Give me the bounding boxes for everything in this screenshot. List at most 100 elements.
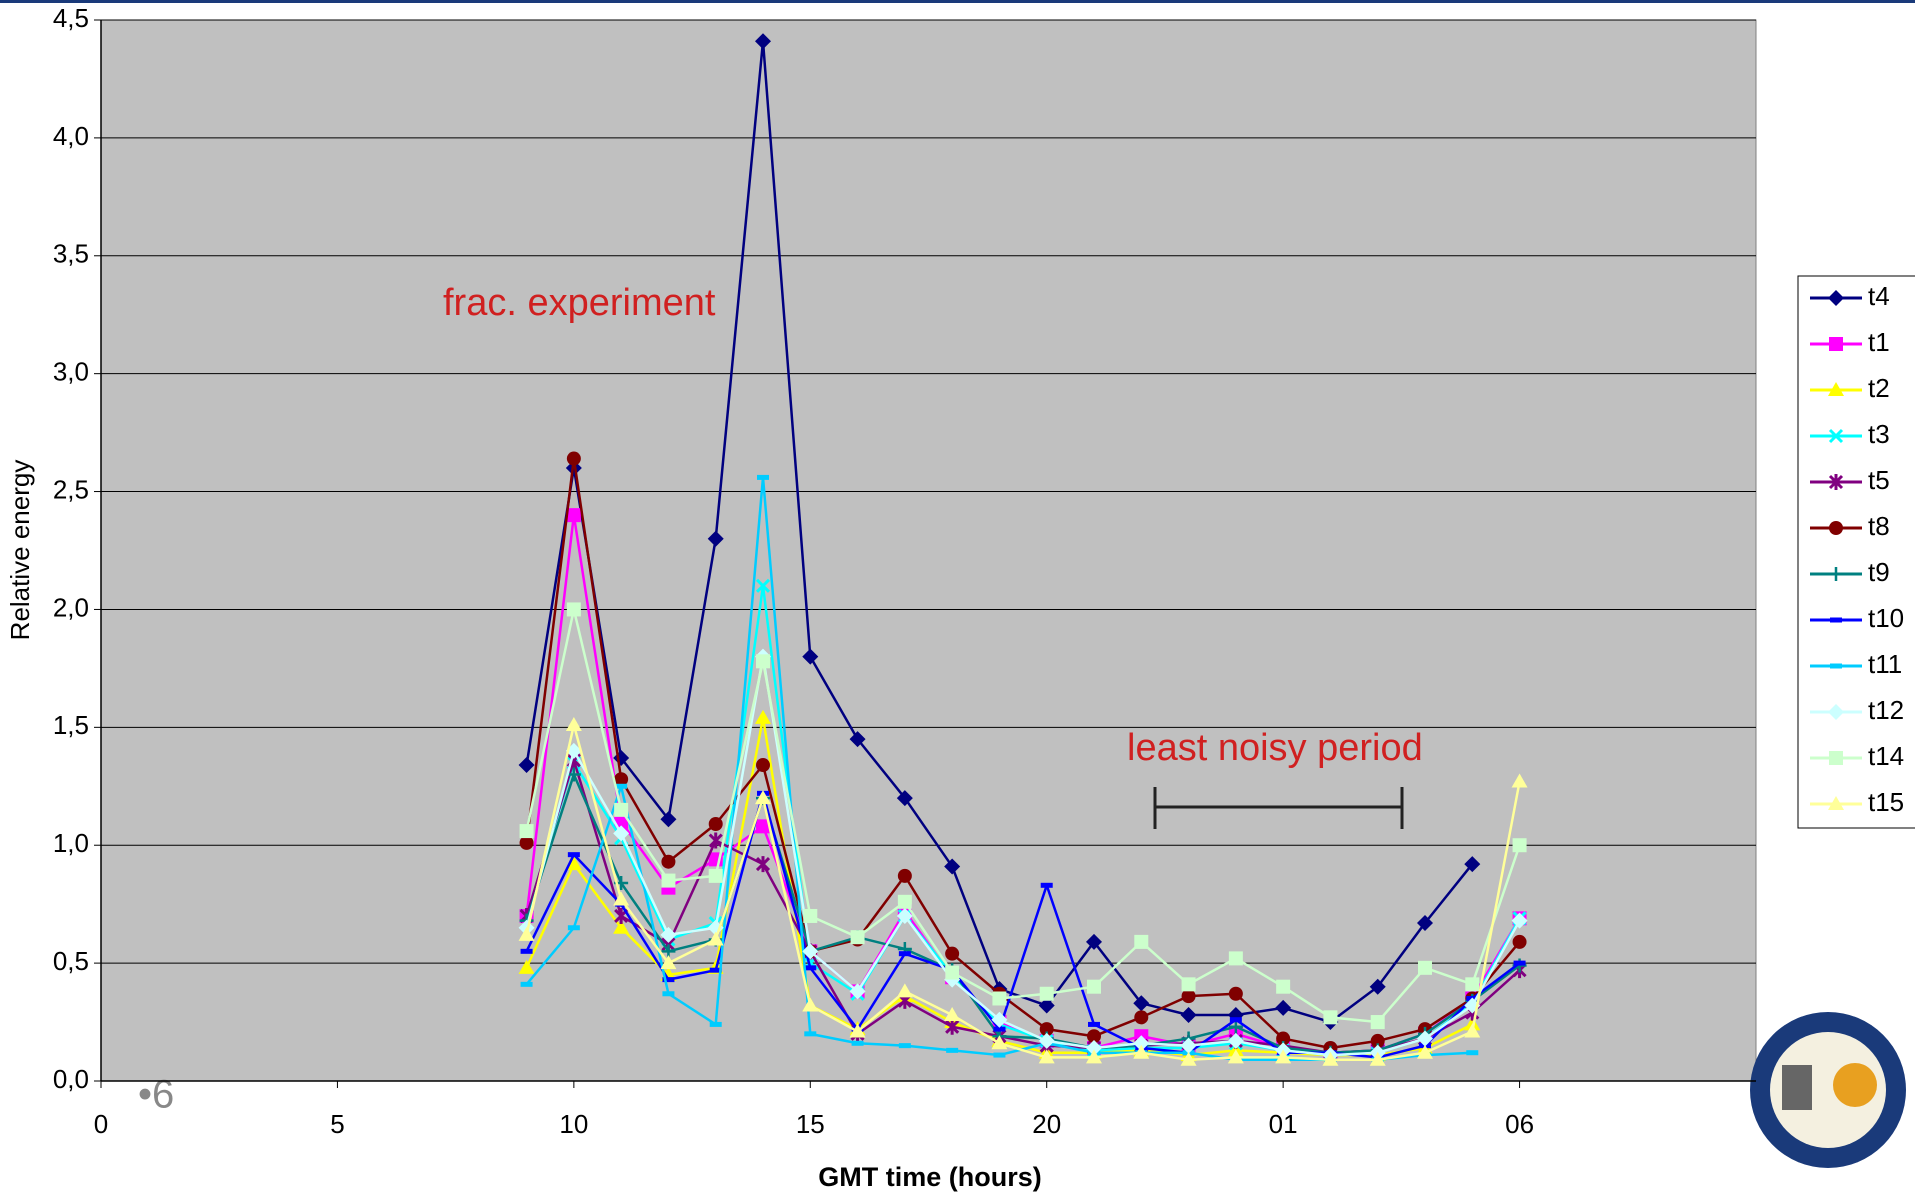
annotation: least noisy period	[1127, 727, 1423, 769]
marker	[896, 907, 913, 924]
legend-label: t9	[1868, 557, 1890, 587]
x-tick-label: 01	[1269, 1109, 1298, 1139]
marker	[945, 1018, 960, 1035]
annotation: frac. experiment	[443, 282, 716, 324]
marker	[1040, 882, 1053, 888]
series-line	[525, 457, 1521, 1050]
marker	[708, 817, 723, 832]
marker	[897, 868, 912, 883]
marker	[897, 894, 912, 909]
marker	[849, 1023, 866, 1038]
marker	[565, 716, 582, 731]
logo-bear	[1782, 1065, 1812, 1110]
legend-marker	[1828, 290, 1844, 306]
marker	[519, 835, 534, 850]
marker	[755, 709, 771, 724]
legend-marker	[1828, 704, 1844, 720]
series	[518, 716, 1528, 1066]
marker	[1227, 1042, 1244, 1057]
y-tick-label: 1,0	[53, 828, 89, 858]
marker	[896, 983, 913, 998]
y-tick-label: 2,0	[53, 592, 89, 622]
marker	[755, 790, 771, 805]
marker	[1275, 999, 1292, 1016]
legend-marker	[1829, 751, 1843, 765]
marker	[1180, 1037, 1197, 1054]
marker	[1133, 1035, 1150, 1052]
legend-marker	[1829, 567, 1843, 581]
series-line	[525, 608, 1521, 1024]
plot-area	[100, 19, 1757, 1082]
legend-marker	[1830, 663, 1842, 669]
marker	[1228, 986, 1243, 1001]
marker	[1038, 1049, 1055, 1064]
marker	[518, 926, 535, 941]
marker	[991, 1011, 1008, 1028]
x-tick-label: 0	[94, 1109, 108, 1139]
legend-label: t14	[1868, 741, 1904, 771]
marker	[755, 578, 771, 593]
x-tick-label: 5	[330, 1109, 344, 1139]
marker	[708, 868, 723, 883]
marker	[849, 983, 866, 1000]
marker	[1465, 977, 1480, 992]
y-tick-label: 4,5	[53, 3, 89, 33]
marker	[1134, 1010, 1149, 1025]
marker	[1513, 960, 1526, 966]
marker	[1133, 995, 1150, 1012]
marker	[1086, 1049, 1102, 1064]
marker	[566, 602, 581, 617]
marker	[1227, 1049, 1244, 1064]
x-tick-label: 10	[559, 1109, 588, 1139]
legend-label: t15	[1868, 787, 1904, 817]
marker	[1512, 838, 1527, 853]
series-line	[525, 655, 1521, 1057]
marker	[1227, 1032, 1244, 1049]
marker	[757, 474, 769, 480]
legend-label: t3	[1868, 419, 1890, 449]
y-tick-label: 0,0	[53, 1064, 89, 1094]
marker	[1228, 951, 1243, 966]
legend-marker	[1828, 796, 1844, 810]
marker	[1417, 915, 1433, 932]
marker	[945, 965, 960, 980]
bracket	[1153, 787, 1404, 829]
marker	[1511, 773, 1528, 788]
marker	[1039, 986, 1054, 1001]
marker	[661, 854, 676, 869]
x-tick-label: 20	[1032, 1109, 1061, 1139]
marker	[1512, 934, 1527, 949]
marker	[614, 772, 629, 787]
marker	[945, 946, 960, 961]
marker	[662, 977, 675, 983]
marker	[1181, 977, 1196, 992]
marker	[946, 1047, 959, 1053]
marker	[1418, 960, 1432, 975]
series	[519, 602, 1527, 1030]
marker	[802, 943, 819, 960]
marker	[1133, 1044, 1150, 1059]
marker	[1323, 1010, 1338, 1025]
y-axis-title: Relative energy	[5, 460, 35, 641]
marker	[755, 856, 771, 873]
marker	[1464, 1023, 1481, 1038]
marker	[519, 824, 534, 839]
y-tick-label: 3,0	[53, 357, 89, 387]
marker	[1180, 1006, 1197, 1023]
marker	[991, 1035, 1008, 1050]
logo	[1750, 1012, 1906, 1168]
marker	[520, 948, 533, 954]
marker	[1039, 1022, 1054, 1037]
marker	[756, 819, 770, 834]
page-number: •6	[138, 1073, 174, 1117]
legend-label: t5	[1868, 465, 1890, 495]
marker	[566, 451, 581, 466]
marker	[944, 858, 961, 875]
marker	[1134, 934, 1149, 949]
marker	[850, 930, 865, 945]
marker	[660, 926, 677, 943]
logo-face	[1770, 1032, 1886, 1148]
marker	[566, 508, 581, 523]
marker	[1276, 979, 1291, 994]
